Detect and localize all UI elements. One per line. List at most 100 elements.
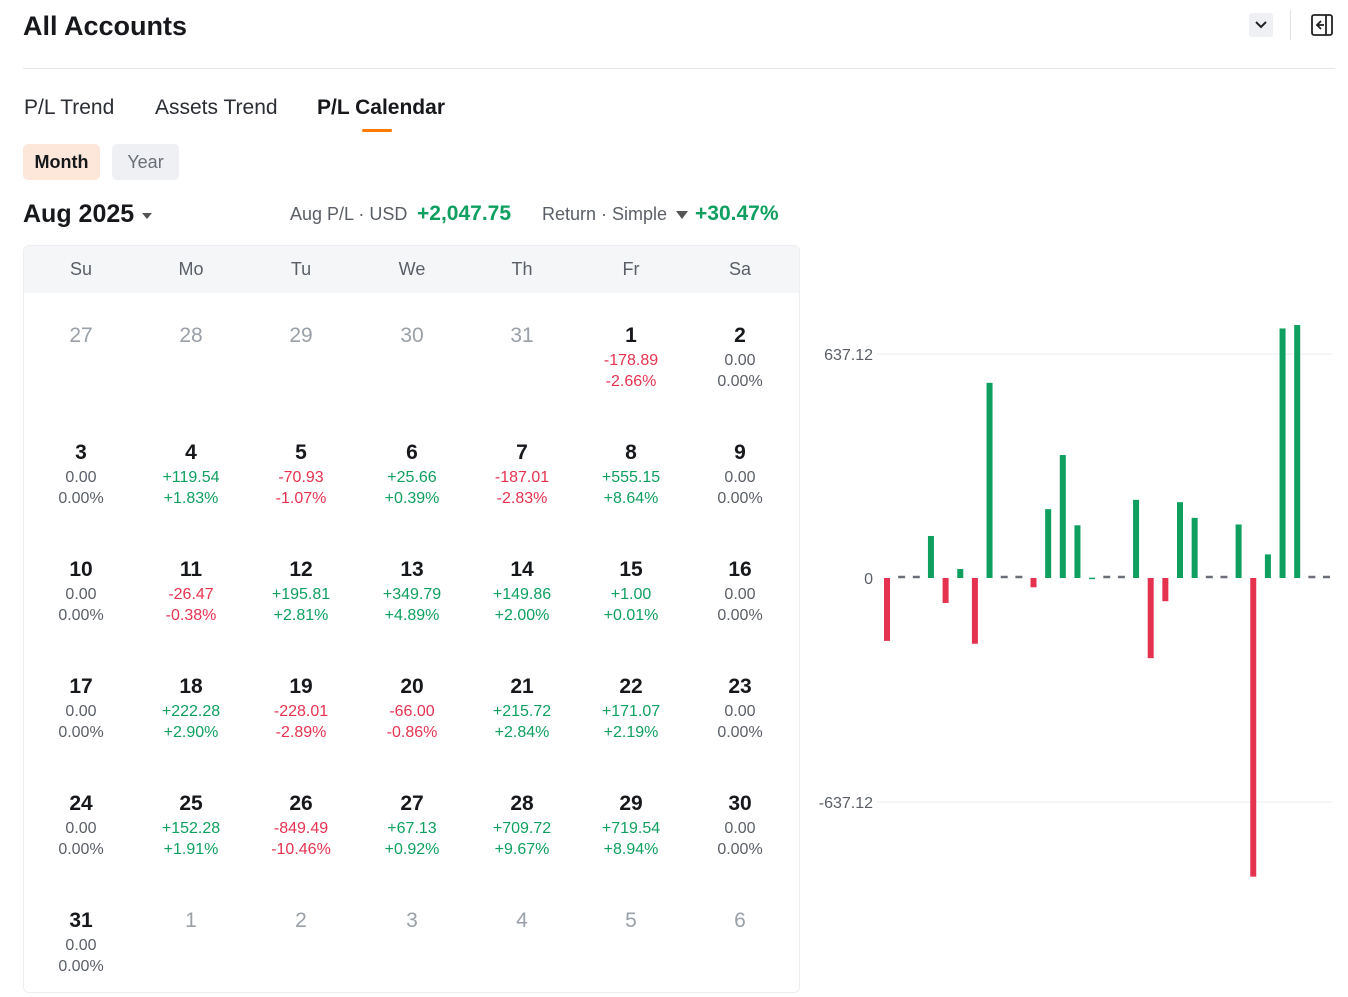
day-return-percent: +9.67% xyxy=(494,841,550,858)
calendar-day-cell[interactable]: 23 0.00 0.00% xyxy=(685,653,795,770)
calendar-day-cell[interactable]: 20 -66.00 -0.86% xyxy=(357,653,467,770)
day-number: 5 xyxy=(625,909,637,932)
day-return-percent: -0.38% xyxy=(165,607,217,624)
day-number: 3 xyxy=(406,909,418,932)
day-number: 6 xyxy=(734,909,746,932)
year-toggle-button[interactable]: Year xyxy=(112,144,179,180)
y-axis-tick-label: 0 xyxy=(864,571,873,588)
weekday-label: Tu xyxy=(290,259,312,279)
day-number: 26 xyxy=(289,792,313,815)
calendar-day-outside-month: 31 xyxy=(467,302,577,419)
day-pl-value: -849.49 xyxy=(273,820,329,837)
calendar-day-cell[interactable]: 26 -849.49 -10.46% xyxy=(246,770,356,887)
calendar-day-cell[interactable]: 16 0.00 0.00% xyxy=(685,536,795,653)
calendar-day-cell[interactable]: 14 +149.86 +2.00% xyxy=(467,536,577,653)
day-number: 9 xyxy=(734,441,746,464)
day-pl-value: 0.00 xyxy=(724,586,756,603)
weekday-label: Sa xyxy=(728,259,752,279)
day-return-percent: +0.01% xyxy=(603,607,659,624)
calendar-day-cell[interactable]: 29 +719.54 +8.94% xyxy=(576,770,686,887)
tab-pl-calendar[interactable]: P/L Calendar xyxy=(317,96,445,119)
calendar-day-cell[interactable]: 24 0.00 0.00% xyxy=(26,770,136,887)
y-axis-tick-label: 637.12 xyxy=(824,347,873,364)
tab-pl-trend[interactable]: P/L Trend xyxy=(24,96,115,119)
calendar-day-cell[interactable]: 3 0.00 0.00% xyxy=(26,419,136,536)
day-number: 28 xyxy=(179,324,203,347)
calendar-day-cell[interactable]: 17 0.00 0.00% xyxy=(26,653,136,770)
day-number: 13 xyxy=(400,558,424,581)
month-selector[interactable]: Aug 2025 xyxy=(23,200,153,229)
calendar-day-cell[interactable]: 11 -26.47 -0.38% xyxy=(136,536,246,653)
day-return-percent: +2.84% xyxy=(494,724,550,741)
daily-pl-chart-svg: 637.12 0 -637.12 xyxy=(819,325,1333,877)
day-pl-value: 0.00 xyxy=(65,937,97,954)
day-number: 16 xyxy=(728,558,752,581)
calendar-day-cell[interactable]: 9 0.00 0.00% xyxy=(685,419,795,536)
chart-bar xyxy=(971,578,978,644)
calendar-day-cell[interactable]: 2 0.00 0.00% xyxy=(685,302,795,419)
chart-bar xyxy=(1250,578,1257,877)
day-number: 23 xyxy=(728,675,752,698)
day-pl-value: -70.93 xyxy=(278,469,324,486)
day-return-percent: 0.00% xyxy=(717,841,763,858)
chart-bar xyxy=(1264,554,1271,578)
account-dropdown-button[interactable] xyxy=(1249,13,1273,37)
calendar-day-cell[interactable]: 4 +119.54 +1.83% xyxy=(136,419,246,536)
day-number: 5 xyxy=(295,441,307,464)
chevron-down-icon xyxy=(1255,21,1267,29)
calendar-day-cell[interactable]: 12 +195.81 +2.81% xyxy=(246,536,356,653)
day-return-percent: 0.00% xyxy=(58,958,104,975)
chart-bar xyxy=(986,382,993,578)
calendar-day-cell[interactable]: 21 +215.72 +2.84% xyxy=(467,653,577,770)
weekday-label: Th xyxy=(511,259,533,279)
day-pl-value: 0.00 xyxy=(65,820,97,837)
y-axis-tick-label: -637.12 xyxy=(819,795,873,812)
calendar-day-cell[interactable]: 6 +25.66 +0.39% xyxy=(357,419,467,536)
day-pl-value: +555.15 xyxy=(601,469,661,486)
calendar-day-cell[interactable]: 19 -228.01 -2.89% xyxy=(246,653,356,770)
day-pl-value: +171.07 xyxy=(601,703,661,720)
calendar-day-cell[interactable]: 5 -70.93 -1.07% xyxy=(246,419,356,536)
day-return-percent: -2.89% xyxy=(275,724,327,741)
tab-assets-trend[interactable]: Assets Trend xyxy=(155,96,278,119)
calendar-day-cell[interactable]: 31 0.00 0.00% xyxy=(26,887,136,992)
calendar-day-outside-month: 30 xyxy=(357,302,467,419)
chart-bar xyxy=(1045,509,1052,578)
calendar-day-cell[interactable]: 8 +555.15 +8.64% xyxy=(576,419,686,536)
calendar-day-cell[interactable]: 18 +222.28 +2.90% xyxy=(136,653,246,770)
day-number: 24 xyxy=(69,792,93,815)
calendar-day-cell[interactable]: 10 0.00 0.00% xyxy=(26,536,136,653)
calendar-day-cell[interactable]: 25 +152.28 +1.91% xyxy=(136,770,246,887)
day-return-percent: 0.00% xyxy=(717,490,763,507)
day-return-percent: +2.19% xyxy=(603,724,659,741)
day-number: 30 xyxy=(400,324,424,347)
calendar-day-cell[interactable]: 28 +709.72 +9.67% xyxy=(467,770,577,887)
month-toggle-button[interactable]: Month xyxy=(23,144,100,180)
return-type-selector[interactable]: Return · Simple xyxy=(542,204,689,225)
calendar-day-cell[interactable]: 7 -187.01 -2.83% xyxy=(467,419,577,536)
calendar-day-cell[interactable]: 1 -178.89 -2.66% xyxy=(576,302,686,419)
day-number: 1 xyxy=(185,909,197,932)
day-return-percent: -2.83% xyxy=(496,490,548,507)
day-number: 8 xyxy=(625,441,637,464)
day-number: 17 xyxy=(69,675,93,698)
chart-bar xyxy=(1059,455,1066,578)
monthly-pl-label: Aug P/L · USD xyxy=(290,204,408,224)
collapse-panel-button[interactable] xyxy=(1311,13,1333,37)
day-pl-value: -187.01 xyxy=(494,469,550,486)
active-tab-indicator xyxy=(362,129,392,132)
calendar-day-cell[interactable]: 13 +349.79 +4.89% xyxy=(357,536,467,653)
calendar-day-cell[interactable]: 27 +67.13 +0.92% xyxy=(357,770,467,887)
calendar-day-cell[interactable]: 30 0.00 0.00% xyxy=(685,770,795,887)
chart-bar xyxy=(1294,325,1301,578)
day-number: 28 xyxy=(510,792,534,815)
day-return-percent: -1.07% xyxy=(275,490,327,507)
chart-bar xyxy=(957,568,964,578)
calendar-day-cell[interactable]: 22 +171.07 +2.19% xyxy=(576,653,686,770)
day-pl-value: +222.28 xyxy=(161,703,221,720)
day-return-percent: +1.83% xyxy=(163,490,219,507)
day-pl-value: +709.72 xyxy=(492,820,552,837)
day-number: 2 xyxy=(734,324,746,347)
day-return-percent: 0.00% xyxy=(58,607,104,624)
calendar-day-cell[interactable]: 15 +1.00 +0.01% xyxy=(576,536,686,653)
